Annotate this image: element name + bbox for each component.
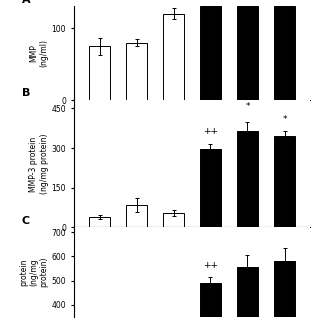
Y-axis label: MMP-3 protein
(ng/mg protein): MMP-3 protein (ng/mg protein) — [29, 134, 49, 194]
Text: 25: 25 — [169, 113, 178, 122]
Text: +: + — [207, 255, 214, 264]
Text: HMGB1(ng/ml): HMGB1(ng/ml) — [74, 244, 126, 251]
Bar — [89, 217, 110, 228]
Text: -: - — [172, 255, 175, 264]
Text: +: + — [281, 121, 288, 130]
Bar — [274, 136, 295, 228]
Text: *: * — [245, 102, 250, 111]
Text: 15: 15 — [243, 113, 252, 122]
Text: HMGB1(ng/ml): HMGB1(ng/ml) — [74, 113, 126, 119]
Text: ++: ++ — [203, 261, 218, 270]
Text: +: + — [244, 121, 251, 130]
Text: -: - — [98, 113, 101, 122]
Bar — [274, 261, 295, 320]
Text: 25: 25 — [280, 244, 289, 253]
Text: +: + — [207, 121, 214, 130]
Text: 15: 15 — [243, 244, 252, 253]
Y-axis label: protein
(ng/mg
protein): protein (ng/mg protein) — [19, 257, 49, 287]
Text: -: - — [209, 244, 212, 253]
Text: -: - — [172, 121, 175, 130]
Bar — [200, 149, 221, 228]
Text: -: - — [98, 244, 101, 253]
Bar — [274, 6, 295, 100]
Text: -: - — [209, 113, 212, 122]
Bar — [163, 213, 184, 228]
Text: -: - — [135, 121, 138, 130]
Text: +: + — [281, 255, 288, 264]
Text: *: * — [282, 115, 287, 124]
Text: A: A — [21, 0, 30, 4]
Bar — [200, 6, 221, 100]
Bar — [89, 46, 110, 100]
Bar — [163, 14, 184, 100]
Bar — [126, 205, 147, 228]
Bar — [237, 131, 258, 228]
Bar — [237, 267, 258, 320]
Text: 25: 25 — [169, 244, 178, 253]
Text: -: - — [98, 255, 101, 264]
Bar — [237, 6, 258, 100]
Bar — [126, 43, 147, 100]
Text: IL-1β: IL-1β — [74, 255, 92, 261]
Text: IL-1β: IL-1β — [74, 121, 92, 127]
Text: -: - — [98, 121, 101, 130]
Text: ++: ++ — [203, 127, 218, 136]
Text: C: C — [21, 216, 30, 226]
Text: 15: 15 — [132, 244, 141, 253]
Text: 25: 25 — [280, 113, 289, 122]
Text: -: - — [135, 255, 138, 264]
Text: 15: 15 — [132, 113, 141, 122]
Text: +: + — [244, 255, 251, 264]
Text: B: B — [21, 88, 30, 98]
Bar — [200, 283, 221, 320]
Y-axis label: MMP
(ng/ml): MMP (ng/ml) — [29, 39, 49, 68]
